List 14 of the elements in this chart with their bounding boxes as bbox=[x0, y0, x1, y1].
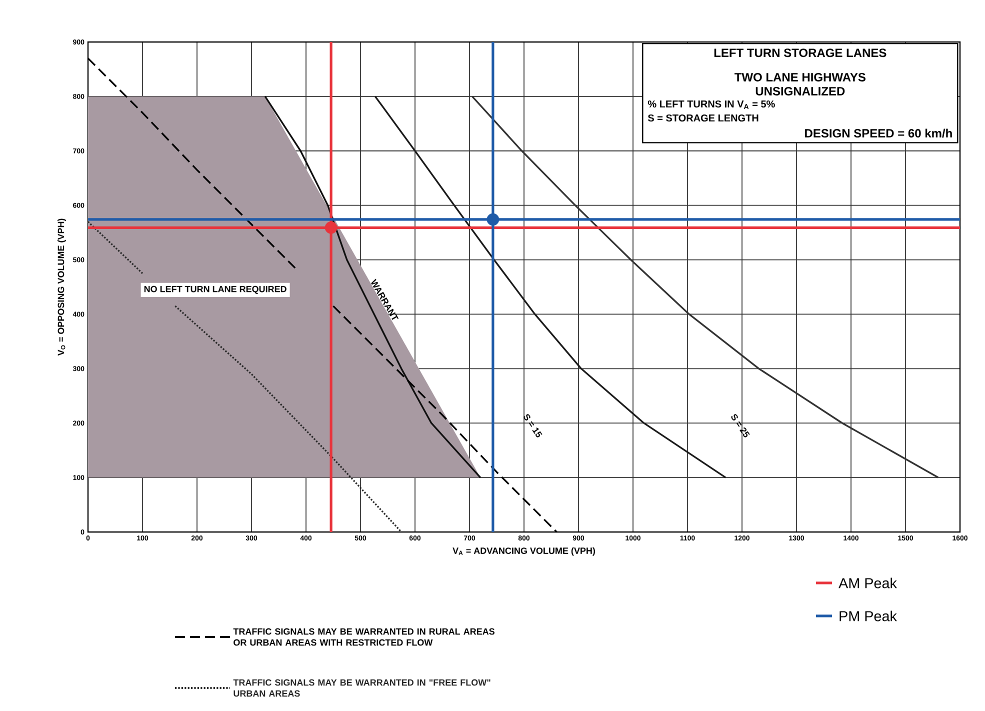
annotation: DESIGN SPEED = 60 km/h bbox=[805, 128, 952, 138]
text: TWO LANE HIGHWAYS UNSIGNALIZED bbox=[734, 72, 866, 96]
annotation: S = STORAGE LENGTH bbox=[648, 114, 758, 122]
legend-label: AM Peak bbox=[838, 578, 897, 588]
chart-title: LEFT TURN STORAGE LANES bbox=[714, 48, 886, 58]
annotation: NO LEFT TURN LANE REQUIRED bbox=[144, 286, 286, 294]
text: TRAFFIC SIGNALS MAY BE WARRANTED IN "FREE FLOW" URBAN AREAS bbox=[233, 679, 490, 697]
y-axis-title: V$_{O}$ = OPPOSING VOLUME (VPH) bbox=[58, 218, 66, 356]
text: TRAFFIC SIGNALS MAY BE WARRANTED IN RURAL AREAS OR URBAN AREAS WITH RESTRICTED FLOW bbox=[233, 628, 494, 646]
x-axis-title: V$_{A}$ = ADVANCING VOLUME (VPH) bbox=[452, 547, 596, 556]
annotation: S = 15 bbox=[524, 414, 542, 438]
legend-label: PM Peak bbox=[840, 610, 897, 622]
annotation: S = 25 bbox=[731, 414, 750, 438]
annotation: % LEFT TURNS IN V$_{A}$ = 5% bbox=[648, 100, 775, 109]
